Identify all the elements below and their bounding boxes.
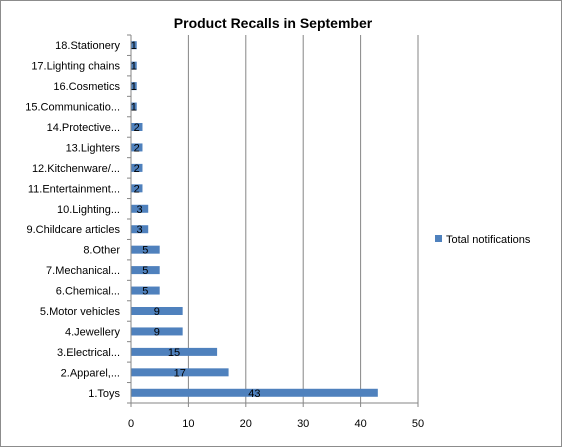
legend-swatch	[435, 235, 442, 242]
axes	[127, 34, 419, 407]
data-label-9: 3	[137, 224, 143, 236]
bars	[131, 41, 378, 397]
x-tick-label-50: 50	[412, 418, 424, 430]
category-label-12: 12.Kitchenware/...	[32, 163, 120, 175]
data-label-17: 1	[131, 61, 137, 73]
data-label-3: 15	[168, 347, 180, 359]
category-label-14: 14.Protective...	[47, 122, 120, 134]
category-label-10: 10.Lighting...	[57, 204, 120, 216]
category-label-3: 3.Electrical...	[57, 347, 120, 359]
data-label-2: 17	[174, 367, 186, 379]
bar-15	[131, 102, 137, 111]
data-label-15: 1	[131, 102, 137, 114]
category-label-8: 8.Other	[83, 245, 120, 257]
bar-18	[131, 41, 137, 50]
category-label-9: 9.Childcare articles	[26, 224, 120, 236]
data-label-5: 9	[154, 306, 160, 318]
category-label-1: 1.Toys	[88, 388, 120, 400]
x-tick-label-0: 0	[128, 418, 134, 430]
x-tick-label-10: 10	[182, 418, 194, 430]
bar-14	[131, 123, 143, 131]
category-labels: 1.Toys 2.Apparel,... 3.Electrical... 4.Jewe…	[25, 40, 120, 400]
bar-17	[131, 61, 137, 70]
category-label-4: 4.Jewellery	[65, 326, 121, 338]
category-label-6: 6.Chemical...	[56, 286, 120, 298]
data-label-18: 1	[131, 40, 137, 52]
bar-10	[131, 204, 149, 213]
category-label-15: 15.Communicatio...	[25, 102, 120, 114]
x-tick-label-40: 40	[354, 418, 366, 430]
category-label-18: 18.Stationery	[55, 40, 120, 52]
data-label-8: 5	[142, 245, 148, 257]
chart-title: Product Recalls in September	[174, 15, 373, 31]
data-label-7: 5	[142, 265, 148, 277]
x-tick-label-20: 20	[240, 418, 252, 430]
legend: Total notifications	[435, 234, 531, 246]
data-label-16: 1	[131, 81, 137, 93]
legend-label: Total notifications	[446, 234, 531, 246]
category-label-13: 13.Lighters	[66, 142, 121, 154]
bar-12	[131, 163, 143, 172]
data-label-10: 3	[137, 204, 143, 216]
category-label-5: 5.Motor vehicles	[40, 306, 121, 318]
bar-2	[131, 368, 229, 377]
bar-8	[131, 245, 160, 254]
bar-13	[131, 143, 143, 152]
category-label-2: 2.Apparel,...	[61, 367, 120, 379]
bar-5	[131, 307, 183, 315]
category-label-17: 17.Lighting chains	[31, 61, 120, 73]
data-label-4: 9	[154, 326, 160, 338]
data-label-13: 2	[134, 142, 140, 154]
x-tick-labels: 0 10 20 30 40 50	[128, 418, 424, 430]
bar-1	[131, 388, 378, 397]
category-label-11: 11.Entertainment...	[28, 183, 120, 195]
data-label-1: 43	[248, 388, 260, 400]
bar-7	[131, 266, 160, 275]
data-label-14: 2	[134, 122, 140, 134]
bar-4	[131, 327, 183, 336]
data-label-6: 5	[142, 286, 148, 298]
bar-6	[131, 286, 160, 295]
bar-3	[131, 347, 218, 356]
data-label-11: 2	[134, 183, 140, 195]
category-label-16: 16.Cosmetics	[53, 81, 120, 93]
bar-9	[131, 225, 149, 234]
x-tick-label-30: 30	[297, 418, 309, 430]
category-label-7: 7.Mechanical...	[46, 265, 120, 277]
bar-11	[131, 184, 143, 193]
gridlines	[187, 35, 419, 403]
bar-16	[131, 82, 137, 91]
data-label-12: 2	[134, 163, 140, 175]
